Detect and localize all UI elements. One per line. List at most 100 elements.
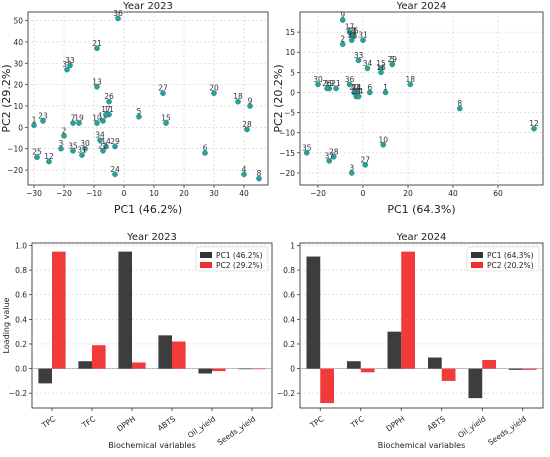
point-label: 26	[104, 92, 114, 101]
data-point	[67, 62, 73, 69]
point-label: 26	[322, 79, 332, 88]
legend-box	[466, 246, 540, 272]
y-tick-label: −10	[7, 145, 23, 154]
data-point	[348, 37, 355, 43]
point-label: 34	[95, 131, 105, 140]
data-point	[389, 61, 396, 68]
y-tick-label: 30	[13, 59, 23, 68]
point-label: 15	[376, 59, 386, 68]
point-label: 32	[347, 31, 357, 40]
points: 1234567891011121314151617181920212223242…	[302, 11, 539, 176]
legend-box	[195, 246, 269, 272]
point-label: 18	[405, 75, 415, 84]
bar	[212, 368, 226, 372]
point-label: 30	[80, 139, 90, 148]
bar	[427, 357, 442, 369]
data-point	[163, 120, 169, 126]
bar	[158, 335, 172, 369]
point-label: 1	[32, 116, 37, 125]
bar	[252, 368, 266, 370]
point-label: 33	[65, 56, 75, 65]
data-point	[106, 98, 112, 105]
bar	[387, 331, 402, 369]
point-label: 27	[158, 84, 168, 93]
data-point	[362, 162, 369, 168]
x-tick-label: ABTS	[426, 414, 447, 433]
y-tick-label: 50	[13, 17, 23, 26]
bar	[38, 368, 52, 384]
data-point	[64, 66, 70, 73]
y-tick-label: 0.4	[283, 315, 295, 324]
point-label: 32	[62, 60, 72, 69]
point-label: 9	[340, 11, 345, 20]
legend-swatch	[471, 262, 483, 268]
point-label: 25	[32, 148, 42, 157]
bar	[401, 251, 416, 369]
y-tick-label: 0.2	[283, 340, 295, 349]
data-point	[241, 171, 247, 178]
point-label: 16	[376, 63, 386, 72]
data-point	[346, 81, 353, 88]
y-tick-label: 40	[13, 38, 23, 47]
point-label: 11	[104, 105, 114, 114]
x-tick-label: TFC	[348, 414, 366, 430]
point-label: 13	[92, 77, 102, 86]
y-tick-label: 0.6	[283, 291, 295, 300]
data-point	[382, 89, 389, 96]
bar	[92, 345, 106, 369]
point-label: 7	[352, 27, 357, 36]
point-label: 6	[203, 143, 208, 152]
point-label: 16	[98, 111, 108, 120]
plot-frame	[299, 11, 544, 186]
point-label: 20	[349, 83, 359, 92]
data-point	[235, 98, 241, 105]
y-tick-label: −10	[279, 129, 295, 138]
bar	[522, 368, 537, 370]
bar	[172, 341, 186, 369]
point-label: 37	[324, 151, 334, 160]
y-tick-label: 0	[290, 88, 295, 97]
point-label: 5	[137, 107, 142, 116]
data-point	[324, 85, 330, 92]
data-point	[70, 148, 76, 154]
y-axis-label: PC2 (20.2%)	[272, 64, 285, 132]
chart-title: Year 2024	[396, 232, 447, 243]
data-point	[380, 141, 387, 148]
legend-label: PC1 (64.3%)	[487, 251, 534, 260]
data-point	[112, 171, 118, 178]
point-label: 8	[457, 99, 462, 108]
point-label: 31	[358, 31, 368, 40]
bar	[238, 368, 252, 370]
point-label: 20	[209, 84, 219, 93]
point-label: 28	[329, 147, 339, 156]
data-point	[160, 90, 166, 96]
plot-frame	[27, 11, 269, 186]
point-label: 18	[233, 92, 243, 101]
point-label: 14	[101, 137, 111, 146]
data-point	[100, 148, 106, 154]
bar	[360, 368, 375, 373]
legend-swatch	[200, 252, 212, 258]
legend: PC1 (46.2%)PC2 (29.2%)	[195, 246, 269, 272]
point-label: 14	[351, 83, 361, 92]
chart-0: −20 −10 0 10 20 30 40 50 −30 −20 −10 0 10 20 30 40 Year …	[0, 1, 269, 216]
x-tick-label: −10	[86, 189, 102, 198]
point-label: 21	[331, 79, 341, 88]
point-label: 23	[351, 83, 361, 92]
data-point	[315, 81, 321, 88]
data-point	[531, 125, 537, 132]
y-tick-label: 0	[290, 365, 295, 374]
point-label: 36	[113, 9, 123, 18]
y-axis-label: Loading value	[2, 297, 11, 353]
data-point	[100, 118, 106, 124]
point-label: 6	[367, 83, 372, 92]
data-point	[94, 83, 100, 90]
point-label: 35	[68, 141, 78, 150]
bar	[346, 361, 361, 369]
x-tick-label: −20	[310, 189, 326, 198]
y-tick-label: −0.2	[277, 389, 295, 398]
x-tick-label: −30	[26, 189, 42, 198]
data-point	[366, 89, 373, 96]
bar	[118, 251, 132, 369]
point-label: 19	[324, 79, 334, 88]
